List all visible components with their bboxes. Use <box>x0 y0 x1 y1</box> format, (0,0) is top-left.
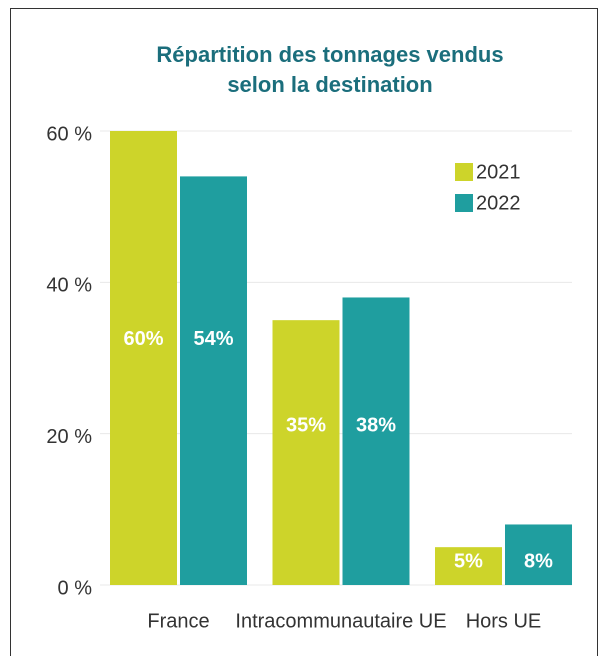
chart-title: Répartition des tonnages vendus <box>156 42 503 67</box>
bar <box>110 131 177 585</box>
x-tick-label: Hors UE <box>466 610 542 632</box>
value-label: 60% <box>123 328 163 350</box>
value-label: 35% <box>286 414 326 436</box>
value-label: 5% <box>454 551 483 573</box>
legend-swatch <box>455 194 473 212</box>
y-tick-label: 40 % <box>46 275 92 297</box>
legend-label: 2022 <box>476 192 521 214</box>
legend-swatch <box>455 163 473 181</box>
chart-title: selon la destination <box>227 72 432 97</box>
value-label: 8% <box>524 551 553 573</box>
value-label: 38% <box>356 414 396 436</box>
y-tick-label: 20 % <box>46 426 92 448</box>
bar <box>435 547 502 585</box>
y-tick-label: 0 % <box>58 577 93 599</box>
legend-label: 2021 <box>476 161 521 183</box>
bar <box>180 176 247 585</box>
value-label: 54% <box>193 328 233 350</box>
x-tick-label: France <box>147 610 209 632</box>
y-tick-label: 60 % <box>46 123 92 145</box>
bar <box>342 297 410 585</box>
bar <box>505 524 572 585</box>
bar <box>272 320 340 585</box>
x-tick-label: Intracommunautaire UE <box>235 610 446 632</box>
